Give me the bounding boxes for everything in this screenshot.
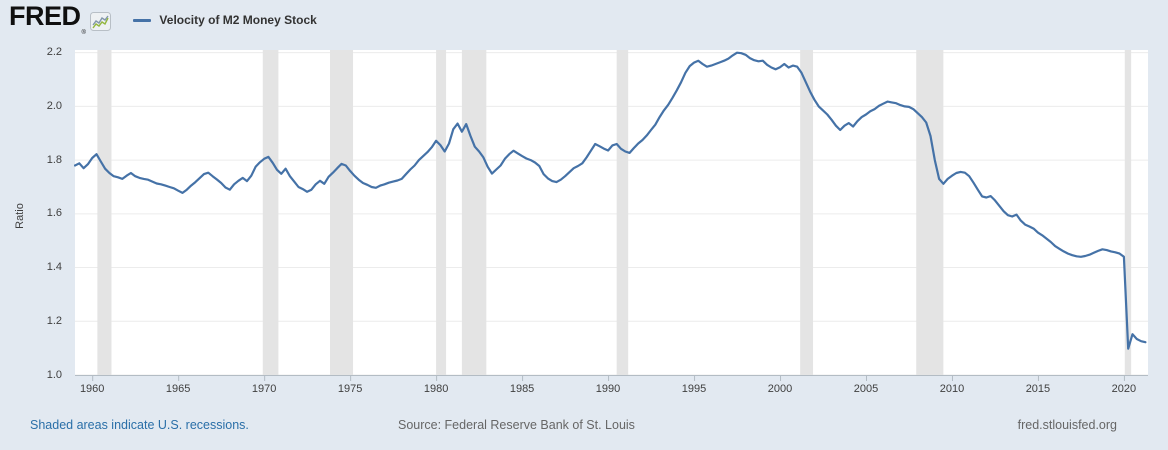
x-axis-tick-label: 2015: [1025, 383, 1051, 395]
plot-area: [75, 50, 1148, 375]
y-axis-tick-label: 1.2: [46, 314, 62, 327]
recession-band: [461, 50, 487, 375]
x-axis-tick-label: 1960: [79, 383, 105, 395]
x-axis-tick-label: 1990: [595, 383, 621, 395]
legend-line-swatch: [133, 18, 152, 22]
recession-note: Shaded areas indicate U.S. recessions.: [30, 418, 249, 432]
fred-site-link[interactable]: fred.stlouisfed.org: [1017, 418, 1117, 432]
y-axis-tick-label: 2.2: [46, 46, 62, 59]
x-axis-tick-label: 2000: [767, 383, 793, 395]
y-axis-tick-label: 1.6: [46, 207, 62, 220]
y-axis-tick-label: 1.8: [46, 153, 62, 166]
y-axis-tick-label: 1.0: [46, 368, 62, 381]
y-axis-tick-label: 2.0: [46, 99, 62, 112]
x-axis-tick-label: 2005: [853, 383, 879, 395]
chart-footer: Shaded areas indicate U.S. recessions. S…: [0, 418, 1168, 434]
recession-band: [330, 50, 354, 375]
x-axis-tick-label: 1995: [681, 383, 707, 395]
y-axis-tick-label: 1.4: [46, 261, 62, 274]
recession-band: [97, 50, 112, 375]
x-axis-tick-label: 1985: [509, 383, 535, 395]
recession-band: [1124, 50, 1132, 375]
x-axis-tick-label: 1975: [337, 383, 363, 395]
recession-band: [436, 50, 447, 375]
registered-trademark: ®: [81, 30, 86, 36]
x-axis-tick-label: 1970: [251, 383, 277, 395]
fred-logo[interactable]: FRED®: [9, 1, 86, 38]
fred-sparkline-icon: [90, 11, 112, 31]
x-axis-tick-label: 2010: [939, 383, 965, 395]
x-axis-tick-label: 1965: [165, 383, 191, 395]
chart-header: FRED® Velocity of M2 Money Stock: [9, 1, 317, 38]
recession-band: [916, 50, 944, 375]
legend-series-label[interactable]: Velocity of M2 Money Stock: [159, 13, 317, 27]
recession-band: [616, 50, 629, 375]
recession-band: [262, 50, 279, 375]
source-text: Source: Federal Reserve Bank of St. Loui…: [398, 418, 635, 432]
x-axis-tick-label: 1980: [423, 383, 449, 395]
m2-velocity-series-line: [74, 51, 1147, 350]
fred-logo-text: FRED: [9, 1, 81, 31]
x-axis-tick-label: 2020: [1111, 383, 1137, 395]
recession-band: [800, 50, 814, 375]
